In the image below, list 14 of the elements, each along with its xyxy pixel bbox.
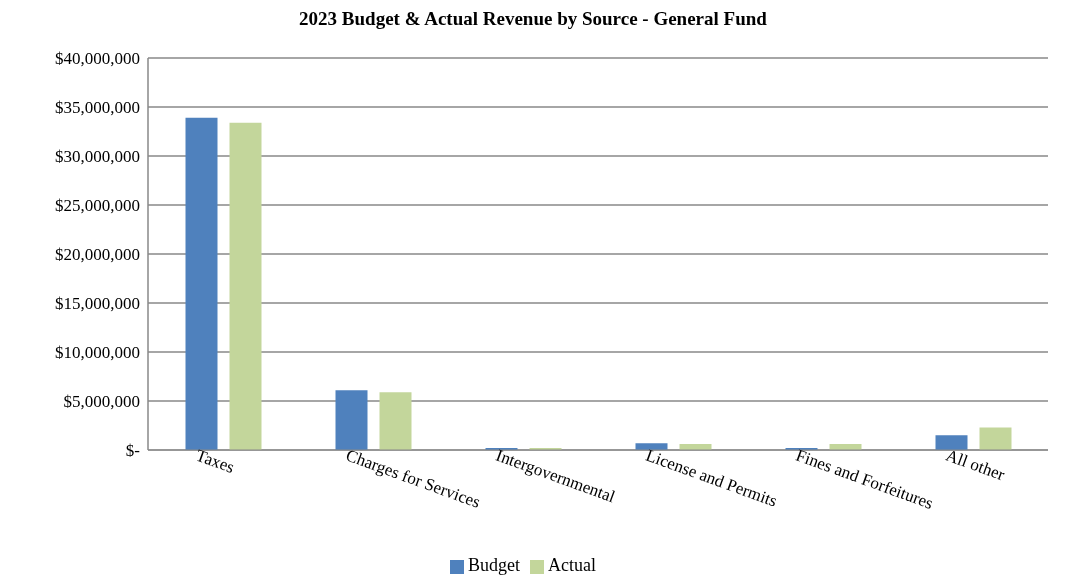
y-tick-label: $15,000,000 xyxy=(55,294,140,314)
legend-label: Actual xyxy=(548,555,596,575)
y-tick-label: $35,000,000 xyxy=(55,98,140,118)
y-tick-label: $5,000,000 xyxy=(63,392,140,412)
legend-label: Budget xyxy=(468,555,520,575)
chart-title: 2023 Budget & Actual Revenue by Source - General Fund xyxy=(298,8,768,31)
x-tick-label: All other xyxy=(943,445,1008,485)
y-tick-label: $10,000,000 xyxy=(55,343,140,363)
y-tick-label: $30,000,000 xyxy=(55,147,140,167)
y-tick-label: $25,000,000 xyxy=(55,196,140,216)
x-tick-label: Taxes xyxy=(193,445,237,477)
y-tick-label: $- xyxy=(125,441,141,461)
y-tick-label: $40,000,000 xyxy=(55,49,140,69)
y-tick-label: $20,000,000 xyxy=(55,245,140,265)
